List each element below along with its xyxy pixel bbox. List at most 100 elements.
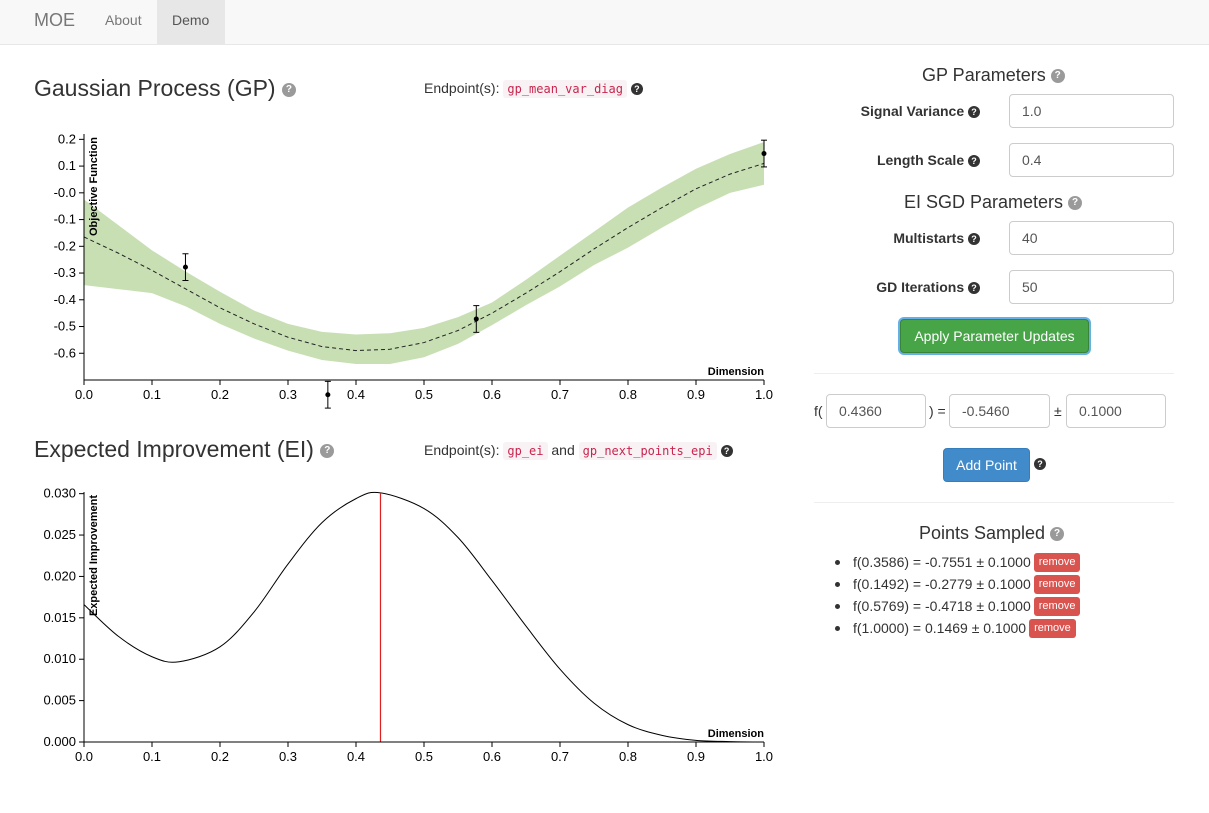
gd-iterations-label-text: GD Iterations [876, 279, 965, 295]
ei-y-tick-label: 0.015 [43, 610, 76, 625]
ei-x-tick-label: 0.8 [619, 749, 637, 764]
add-point-help-icon[interactable]: ? [1034, 458, 1046, 470]
ei-y-tick-label: 0.000 [43, 734, 76, 749]
gp-x-tick-label: 0.2 [211, 387, 229, 402]
gp-y-tick-label: -0.4 [54, 292, 76, 307]
gp-mean-line [83, 162, 765, 352]
gp-confidence-band [84, 142, 764, 364]
signal-variance-label: Signal Variance ? [820, 103, 980, 119]
gp-x-tick-label: 0.3 [279, 387, 297, 402]
point-x-input[interactable] [826, 394, 926, 428]
ei-y-tick-label: 0.005 [43, 693, 76, 708]
gp-help-icon[interactable]: ? [281, 82, 296, 97]
remove-button[interactable]: remove [1029, 618, 1076, 638]
length-scale-input[interactable] [1009, 143, 1174, 177]
signal-variance-label-text: Signal Variance [860, 103, 965, 119]
gp-endpoint-help-icon[interactable]: ? [630, 83, 643, 96]
gp-y-tick-label: -0.5 [54, 319, 76, 334]
gp-y-tick-label: 0.1 [58, 158, 76, 173]
list-item: f(1.0000) = 0.1469 ± 0.1000 remove [835, 617, 1080, 639]
ei-help-icon[interactable]: ? [320, 443, 335, 458]
gp-y-tick-label: 0.2 [58, 131, 76, 146]
points-sampled-list: f(0.3586) = -0.7551 ± 0.1000 remove f(0.… [835, 551, 1081, 639]
nav-about[interactable]: About [105, 12, 142, 28]
gp-params-heading-text: GP Parameters [922, 65, 1046, 85]
bullet-icon [835, 581, 840, 587]
length-scale-label: Length Scale ? [820, 152, 980, 168]
ei-params-help-icon[interactable]: ? [1068, 196, 1083, 211]
gp-sample-point [182, 264, 188, 270]
ei-params-heading: EI SGD Parameters ? [904, 192, 1083, 213]
ei-x-tick-label: 0.1 [143, 749, 161, 764]
ei-endpoint: Endpoint(s): gp_ei and gp_next_points_ep… [424, 442, 733, 460]
gd-iterations-help-icon[interactable]: ? [968, 282, 980, 295]
equals-label: ) = [929, 403, 946, 419]
ei-endpoint-label: Endpoint(s): [424, 442, 500, 458]
gd-iterations-input[interactable] [1009, 270, 1174, 304]
list-item: f(0.3586) = -0.7551 ± 0.1000 remove [835, 551, 1081, 573]
ei-x-tick-label: 1.0 [755, 749, 773, 764]
length-scale-help-icon[interactable]: ? [968, 155, 980, 168]
nav-demo[interactable]: Demo [157, 0, 225, 45]
gp-x-tick-label: 0.8 [619, 387, 637, 402]
brand-link[interactable]: MOE [34, 10, 76, 30]
ei-chart: 0.0 0.1 0.2 0.3 0.4 0.5 0.6 0.7 0.8 0.9 1.0 0.030 0.… [43, 486, 773, 764]
gp-x-tick-label: 0.0 [75, 387, 93, 402]
gp-endpoint-code: gp_mean_var_diag [503, 80, 627, 98]
divider-bottom [814, 502, 1174, 503]
bullet-icon [835, 559, 840, 565]
apply-parameter-updates-button[interactable]: Apply Parameter Updates [900, 319, 1089, 353]
ei-params-heading-text: EI SGD Parameters [904, 192, 1064, 212]
gp-x-tick-label: 0.9 [687, 387, 705, 402]
ei-y-tick-label: 0.030 [43, 486, 76, 501]
ei-x-tick-label: 0.3 [279, 749, 297, 764]
gp-sample-point [761, 151, 767, 157]
remove-button[interactable]: remove [1033, 574, 1081, 594]
ei-x-tick-label: 0.7 [551, 749, 569, 764]
list-item: f(0.1492) = -0.2779 ± 0.1000 remove [835, 573, 1081, 595]
point-text: f(0.5769) = -0.4718 ± 0.1000 [853, 598, 1031, 614]
point-y-input[interactable] [949, 394, 1050, 428]
gp-params-help-icon[interactable]: ? [1050, 69, 1065, 84]
ei-title: Expected Improvement (EI) ? [34, 436, 335, 463]
gp-x-tick-label: 0.5 [415, 387, 433, 402]
points-sampled-help-icon[interactable]: ? [1050, 527, 1065, 542]
f-open-label: f( [814, 403, 823, 419]
ei-curve [83, 491, 765, 743]
ei-title-text: Expected Improvement (EI) [34, 436, 314, 462]
gp-sample-point [473, 316, 479, 322]
add-point-button[interactable]: Add Point [943, 448, 1030, 482]
signal-variance-input[interactable] [1009, 94, 1174, 128]
multistarts-label-text: Multistarts [893, 230, 965, 246]
ei-x-axis-title: Dimension [708, 728, 765, 740]
gp-y-axis-title: Objective Function [88, 137, 100, 236]
ei-x-tick-label: 0.9 [687, 749, 705, 764]
gp-y-tick-label: -0.1 [54, 212, 76, 227]
ei-x-tick-label: 0.4 [347, 749, 365, 764]
gp-y-tick-label: -0.0 [54, 185, 76, 200]
gd-iterations-label: GD Iterations ? [820, 279, 980, 295]
multistarts-input[interactable] [1009, 221, 1174, 255]
gp-endpoint-label: Endpoint(s): [424, 80, 500, 96]
ei-x-tick-label: 0.2 [211, 749, 229, 764]
ei-y-axis-title: Expected Improvement [88, 495, 100, 616]
gp-title: Gaussian Process (GP) ? [34, 75, 296, 102]
ei-y-tick-label: 0.020 [43, 568, 76, 583]
points-sampled-heading-text: Points Sampled [919, 523, 1046, 543]
remove-button[interactable]: remove [1033, 552, 1081, 572]
remove-button[interactable]: remove [1033, 596, 1081, 616]
multistarts-help-icon[interactable]: ? [968, 233, 980, 246]
point-text: f(1.0000) = 0.1469 ± 0.1000 [853, 620, 1027, 636]
gp-params-heading: GP Parameters ? [922, 65, 1065, 86]
bullet-icon [835, 625, 840, 631]
point-noise-input[interactable] [1066, 394, 1166, 428]
navbar: MOE About Demo [0, 0, 1209, 45]
ei-x-tick-label: 0.6 [483, 749, 501, 764]
ei-y-tick-label: 0.010 [43, 651, 76, 666]
ei-endpoint-help-icon[interactable]: ? [720, 445, 733, 458]
gp-x-tick-label: 0.6 [483, 387, 501, 402]
gp-y-tick-label: -0.6 [54, 345, 76, 360]
points-sampled-heading: Points Sampled ? [919, 523, 1065, 544]
gp-sample-point [325, 392, 331, 398]
signal-variance-help-icon[interactable]: ? [968, 106, 980, 119]
